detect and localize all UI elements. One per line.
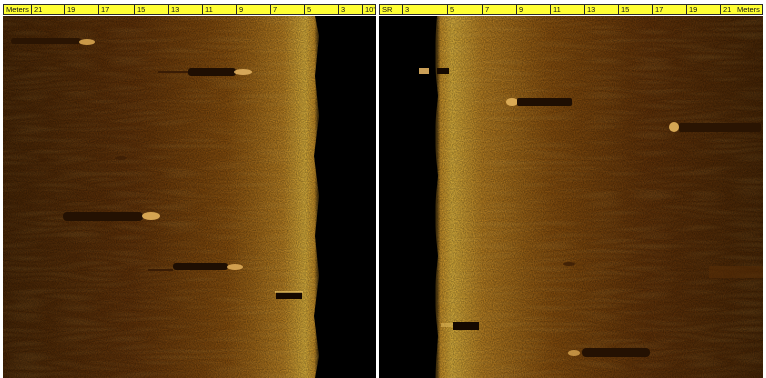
right-scale-tick: 7 xyxy=(482,5,489,14)
right-scale-label: 7 xyxy=(485,5,490,14)
seabed-debris xyxy=(709,266,763,278)
right-scale-label: 13 xyxy=(587,5,596,14)
right-scale-unit-label: Meters xyxy=(737,5,760,14)
left-scale-tick: 11 xyxy=(202,5,213,14)
right-scale-tick: 21 xyxy=(720,5,731,14)
left-sonar-channel[interactable] xyxy=(3,16,376,378)
left-scale-tick: 5 xyxy=(304,5,311,14)
right-scale-tick: 13 xyxy=(584,5,595,14)
left-scale-label: 21 xyxy=(34,5,43,14)
left-scale-label: 19 xyxy=(67,5,76,14)
right-sonar-image xyxy=(379,16,763,378)
left-scale-label: 9 xyxy=(239,5,244,14)
channel-divider xyxy=(376,0,379,378)
sonar-target[interactable] xyxy=(419,68,449,74)
right-scale-label: 5 xyxy=(450,5,455,14)
right-scale-tick: 11 xyxy=(550,5,561,14)
left-scale-tick: 19 xyxy=(64,5,75,14)
left-scale-label: 7 xyxy=(273,5,278,14)
right-scale-tick: 19 xyxy=(686,5,697,14)
left-scale-tick: 3 xyxy=(338,5,345,14)
sonar-grain xyxy=(3,16,318,378)
sonar-target[interactable] xyxy=(63,212,160,221)
sonar-target[interactable] xyxy=(506,98,572,106)
sonar-target[interactable] xyxy=(275,291,303,299)
left-scale-tick: 7 xyxy=(270,5,277,14)
right-scale-label: 21 xyxy=(723,5,732,14)
right-scale-label: 11 xyxy=(553,5,561,14)
left-range-scale: Meters 21 19 17 15 13 11 9 7 5 3 10' xyxy=(3,4,376,15)
right-scale-tick: 17 xyxy=(652,5,663,14)
sonar-target[interactable] xyxy=(669,122,761,132)
left-scale-label: 11 xyxy=(205,5,213,14)
right-sonar-channel[interactable] xyxy=(379,16,763,378)
left-scale-tick: 13 xyxy=(168,5,179,14)
right-range-scale: SR 3 5 7 9 11 13 15 17 19 21 Meters xyxy=(379,4,763,15)
right-scale-label: 9 xyxy=(519,5,524,14)
left-scale-label: 17 xyxy=(101,5,110,14)
left-scale-label: 13 xyxy=(171,5,180,14)
seabed-debris xyxy=(563,262,575,266)
seabed-debris xyxy=(39,158,47,162)
left-scale-label: 10' xyxy=(365,5,375,14)
left-scale-tick: 21 xyxy=(31,5,42,14)
left-scale-tick: 10' xyxy=(362,5,375,14)
right-scale-tick: 5 xyxy=(447,5,454,14)
right-scale-tick: 15 xyxy=(618,5,629,14)
left-scale-label: 5 xyxy=(307,5,312,14)
right-scale-tick: 3 xyxy=(402,5,409,14)
water-column-edge xyxy=(314,16,323,378)
sonar-target[interactable] xyxy=(568,348,650,357)
sonar-target[interactable] xyxy=(148,263,243,271)
sonar-target[interactable] xyxy=(441,322,479,330)
left-scale-tick: 9 xyxy=(236,5,243,14)
right-scale-tick: 9 xyxy=(516,5,523,14)
water-column-edge xyxy=(429,16,438,378)
sonar-grain xyxy=(437,16,763,378)
right-scale-label: 3 xyxy=(405,5,410,14)
sonar-target[interactable] xyxy=(11,38,95,45)
right-scale-label: 17 xyxy=(655,5,664,14)
seabed-debris xyxy=(115,156,127,160)
left-scale-tick: 15 xyxy=(134,5,145,14)
left-scale-label: 3 xyxy=(341,5,346,14)
left-scale-unit-label: Meters xyxy=(6,5,29,14)
right-scale-label: SR xyxy=(382,5,393,14)
right-scale-label: 19 xyxy=(689,5,698,14)
right-scale-label: 15 xyxy=(621,5,630,14)
left-scale-label: 15 xyxy=(137,5,146,14)
left-sonar-image xyxy=(3,16,376,378)
left-scale-tick: 17 xyxy=(98,5,109,14)
sonar-target[interactable] xyxy=(158,68,252,76)
